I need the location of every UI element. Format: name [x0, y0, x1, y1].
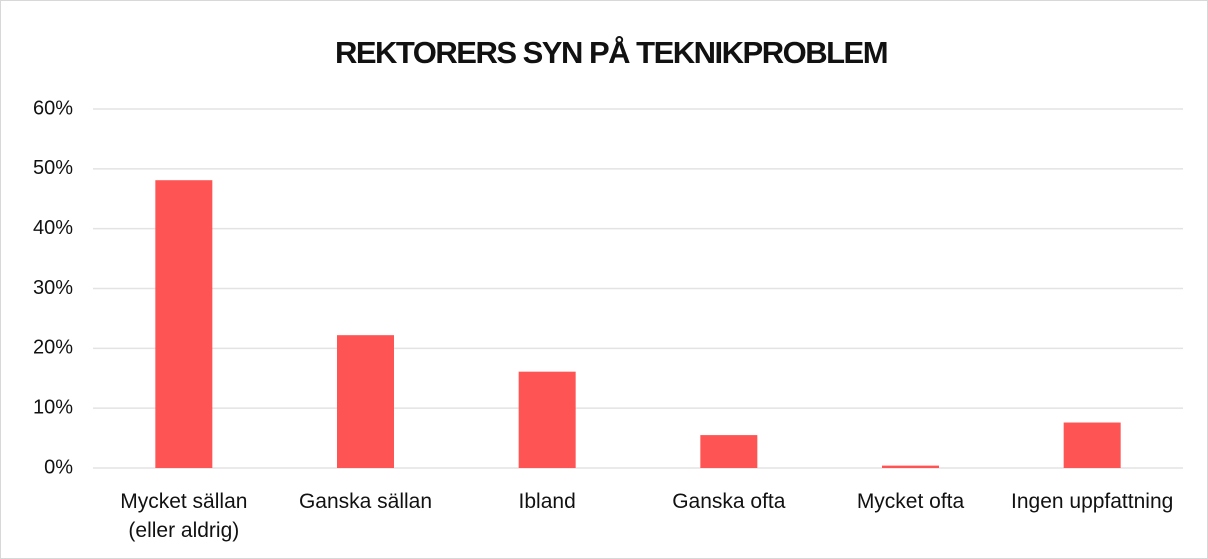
x-tick-label: Ingen uppfattning — [1011, 490, 1174, 513]
bar — [155, 180, 213, 468]
y-tick-label: 0% — [44, 456, 73, 478]
y-tick-label: 50% — [33, 157, 73, 179]
y-tick-label: 30% — [33, 277, 73, 299]
y-tick-label: 40% — [33, 217, 73, 239]
bar — [518, 371, 576, 468]
x-tick-label: Mycket sällan (eller aldrig) — [120, 490, 248, 542]
chart-title: REKTORERS SYN PÅ TEKNIKPROBLEM — [335, 35, 887, 70]
x-tick-label: Mycket ofta — [856, 490, 965, 513]
bar — [700, 435, 758, 468]
x-tick-label: Ganska ofta — [672, 490, 786, 513]
y-tick-label: 10% — [33, 396, 73, 418]
bar — [882, 465, 939, 468]
y-tick-label: 20% — [33, 337, 73, 359]
bar — [1063, 422, 1121, 468]
x-tick-label: Ganska sällan — [298, 490, 433, 513]
x-tick-label: Ibland — [518, 490, 576, 513]
bar — [337, 335, 394, 468]
y-tick-label: 60% — [33, 97, 73, 119]
